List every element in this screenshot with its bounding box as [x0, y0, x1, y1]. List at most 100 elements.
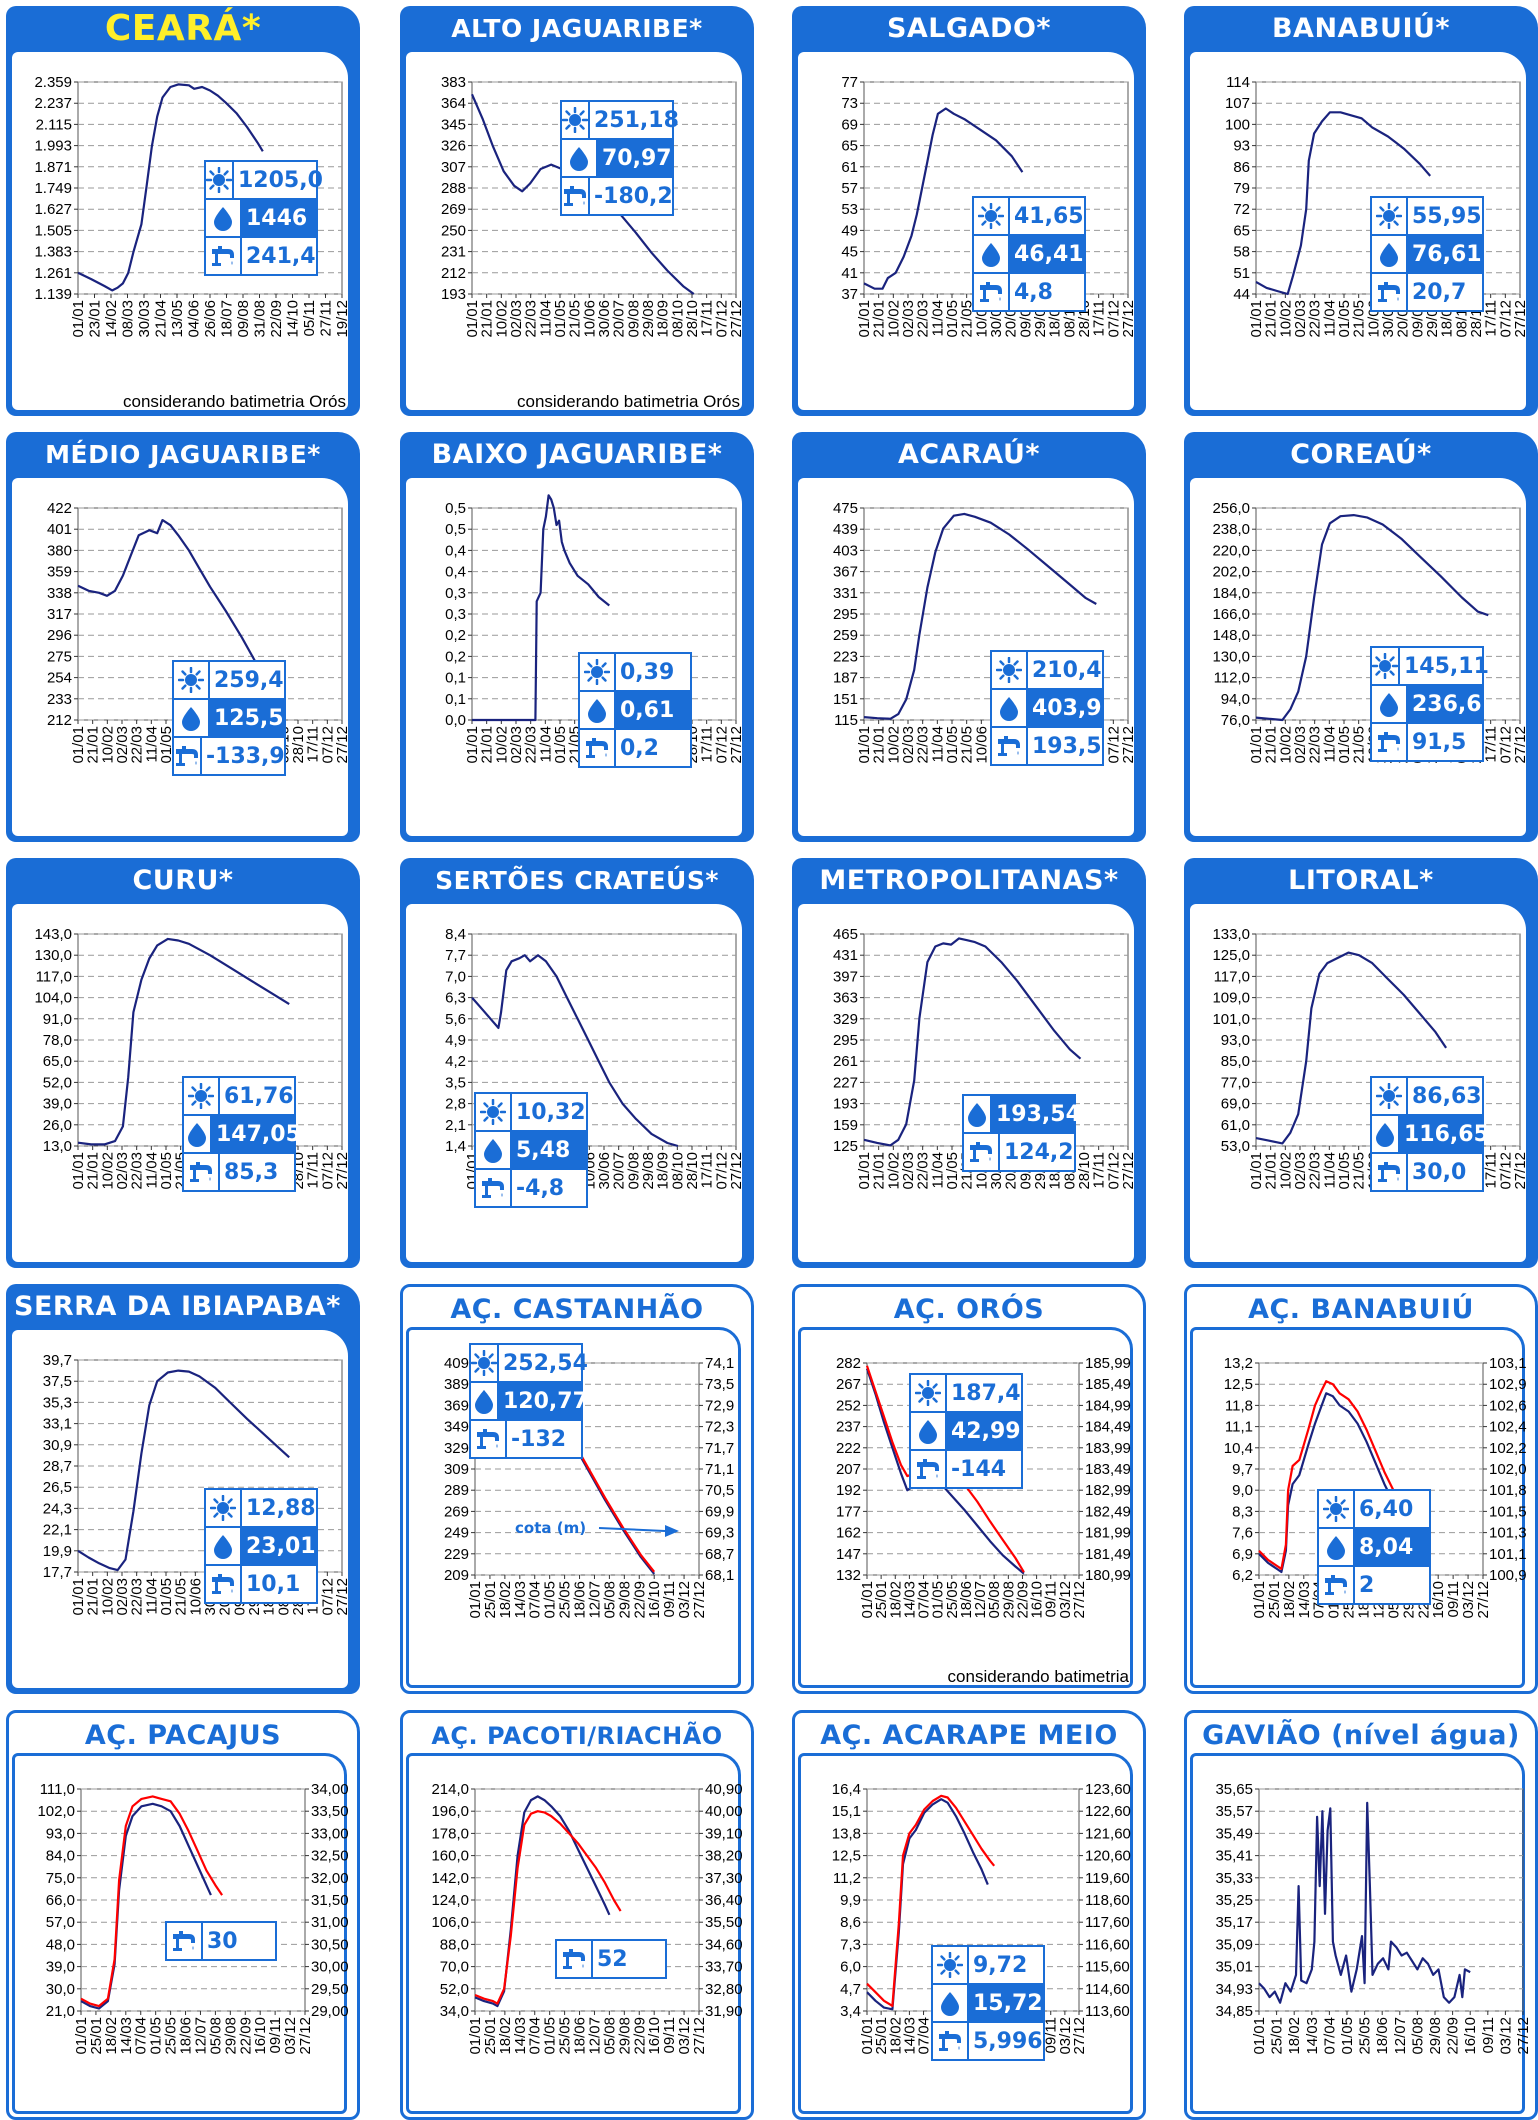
x-tick-label: 21/01	[871, 726, 888, 764]
x-tick-label: 28/10	[684, 1152, 701, 1190]
x-tick-label: 11/04	[929, 1152, 946, 1188]
x-tick-label: 14/03	[1296, 1581, 1313, 1619]
chart-panel: CEARÁ* 2.359 2.237 2.115 1.993 1.871 1.749 1.62…	[6, 6, 360, 416]
stats-value: 210,4	[1032, 657, 1102, 683]
chart-panel: LITORAL* 133,0 125,0 117,0 109,0 101,0 93,0 85,…	[1184, 858, 1538, 1268]
y-tick-label: 2.115	[36, 116, 72, 133]
x-tick-label: 01/05	[158, 1152, 175, 1190]
y-tick-label: 1,4	[445, 1138, 466, 1155]
stats-row-flow: 124,2	[964, 1132, 1074, 1170]
x-tick-label: 01/05	[542, 1581, 559, 1619]
x-tick-label: 01/01	[1251, 1581, 1268, 1619]
stats-row-drop: 42,99	[911, 1411, 1021, 1449]
y-tick-label: 51	[1233, 265, 1250, 282]
stats-value: 1446	[246, 205, 308, 231]
x-tick-label: 01/01	[70, 1578, 87, 1616]
x-tick-label: 18/06	[1374, 2017, 1391, 2055]
x-tick-label: 16/10	[1462, 2017, 1479, 2055]
stats-value: 120,77	[503, 1388, 588, 1414]
chart-title: ACARAÚ*	[897, 439, 1040, 470]
y2-tick-label: 181,49	[1085, 1546, 1131, 1563]
series-line	[77, 937, 290, 1146]
sun-icon	[1372, 648, 1400, 684]
y-tick-label: 1.505	[34, 222, 72, 239]
x-tick-label: 07/12	[1497, 1152, 1514, 1190]
y-tick-label: 45	[841, 244, 858, 261]
y-tick-label: 15,1	[832, 1803, 861, 1820]
tap-icon	[580, 730, 616, 766]
x-tick-label: 07/04	[916, 1581, 933, 1619]
x-tick-label: 01/01	[856, 726, 873, 764]
y-tick-label: 33,1	[43, 1416, 72, 1433]
x-tick-label: 05/08	[601, 2017, 618, 2055]
y-tick-label: 77,0	[1221, 1074, 1250, 1091]
x-tick-label: 29/08	[1000, 1581, 1017, 1619]
x-tick-label: 29/08	[616, 1581, 633, 1619]
x-tick-label: 21/05	[959, 300, 976, 338]
y-tick-label: 7,3	[840, 1936, 861, 1953]
y2-tick-label: 101,1	[1489, 1546, 1527, 1563]
y-tick-label: 331	[833, 585, 858, 602]
y-tick-label: 6,2	[1232, 1567, 1253, 1584]
y-tick-label: 39,0	[46, 1959, 75, 1976]
x-tick-label: 07/12	[713, 726, 730, 764]
stats-value: 10,32	[516, 1099, 586, 1125]
x-tick-label: 17/11	[699, 1152, 716, 1188]
chart-svg: 143,0 130,0 117,0 104,0 91,0 78,0 65,0 52,0 39,0…	[34, 926, 351, 1190]
y-tick-label: 115	[834, 712, 858, 729]
x-tick-label: 20/07	[611, 1152, 628, 1190]
x-tick-label: 18/02	[497, 1581, 514, 1619]
y-tick-label: 202,0	[1212, 564, 1250, 581]
stats-row-flow: -4,8	[476, 1168, 586, 1206]
x-tick-label: 27/12	[1120, 300, 1137, 338]
x-tick-label: 10/06	[187, 1578, 204, 1616]
y-tick-label: 61	[841, 159, 858, 176]
y2-tick-label: 103,1	[1489, 1355, 1527, 1372]
y-tick-label: 117,0	[1214, 968, 1250, 985]
x-tick-label: 25/05	[944, 1581, 961, 1619]
stats-value: 241,4	[246, 243, 316, 269]
x-tick-label: 11/04	[929, 726, 946, 762]
stats-value: 61,76	[224, 1083, 294, 1109]
x-tick-label: 02/03	[114, 1152, 131, 1190]
series-line	[863, 937, 1082, 1147]
y-tick-label: 93,0	[1221, 1032, 1250, 1049]
y2-tick-label: 30,00	[311, 1959, 349, 1976]
cota-annotation: cota (m)	[515, 1519, 586, 1537]
stats-value: 145,11	[1404, 653, 1489, 679]
stats-row-flow: 10,1	[206, 1564, 316, 1602]
chart-title: AÇ. PACAJUS	[84, 1720, 282, 1751]
x-tick-label: 21/04	[153, 300, 170, 338]
x-tick-label: 29/08	[640, 1152, 657, 1190]
x-tick-label: 22/03	[1307, 300, 1324, 338]
x-tick-label: 18/02	[887, 2017, 904, 2055]
stats-row-drop: 116,65	[1372, 1114, 1489, 1152]
x-tick-label: 01/01	[464, 726, 481, 764]
x-tick-label: 18/06	[572, 2017, 589, 2055]
y-tick-label: 11,8	[1225, 1397, 1253, 1414]
x-tick-label: 21/01	[85, 1578, 102, 1616]
y-tick-label: 10,4	[1224, 1440, 1253, 1457]
y-tick-label: 30,9	[43, 1437, 72, 1454]
x-tick-label: 09/08	[235, 300, 252, 338]
y-tick-label: 177	[836, 1503, 861, 1520]
x-tick-label: 14/03	[901, 2017, 918, 2055]
chart-title: SALGADO*	[886, 13, 1052, 44]
x-tick-label: 26/06	[202, 300, 219, 338]
stats-value: 187,4	[951, 1380, 1021, 1406]
y2-tick-label: 115,60	[1085, 1959, 1130, 1976]
y-tick-label: 75,0	[46, 1870, 75, 1887]
x-tick-label: 07/12	[713, 300, 730, 338]
x-tick-label: 01/01	[1251, 2017, 1268, 2055]
x-tick-label: 01/05	[552, 726, 569, 764]
sun-icon	[1319, 1491, 1355, 1527]
y-tick-label: 1.871	[34, 159, 72, 176]
x-tick-label: 16/10	[252, 2017, 269, 2055]
x-tick-label: 22/09	[631, 2017, 648, 2055]
y-tick-label: 267	[836, 1376, 861, 1393]
y-tick-label: 4,9	[445, 1032, 466, 1049]
x-tick-label: 25/01	[873, 1581, 890, 1619]
chart-panel: AÇ. PACOTI/RIACHÃO 214,0 196,0 178,0 160,0 14…	[400, 1710, 754, 2120]
x-tick-label: 17/11	[1091, 300, 1108, 336]
y-tick-label: 288	[441, 180, 466, 197]
